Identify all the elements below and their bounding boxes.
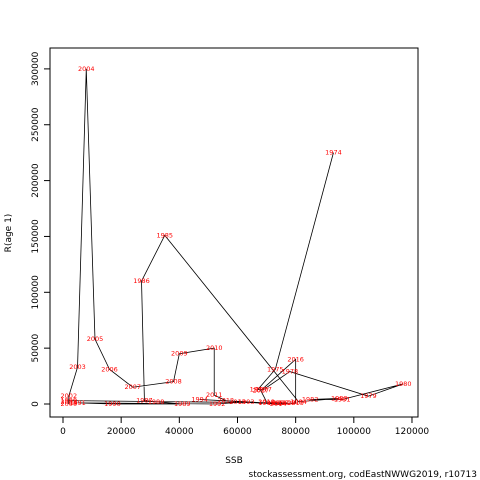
year-label: 2006: [101, 365, 118, 373]
y-tick-label: 150000: [31, 219, 41, 254]
trajectory: [68, 68, 404, 405]
year-label: 1999: [61, 397, 78, 405]
x-tick-label: 20000: [107, 427, 136, 437]
year-label: 1986: [133, 277, 150, 285]
year-label: 1995: [258, 399, 275, 407]
year-label: 1990: [104, 400, 121, 408]
year-label: 2005: [87, 335, 104, 343]
year-label: 2015: [287, 399, 304, 407]
year-label: 1976: [250, 385, 267, 393]
year-label: 2013: [229, 398, 246, 406]
year-label: 1996: [267, 399, 284, 407]
year-label: 1992: [209, 400, 226, 408]
x-tick-label: 120000: [395, 427, 430, 437]
x-tick-label: 60000: [223, 427, 252, 437]
year-label: 2017: [252, 387, 269, 395]
year-label: 2014: [270, 400, 287, 408]
y-tick-label: 0: [31, 401, 41, 407]
x-tick-label: 100000: [337, 427, 372, 437]
year-label: 2016: [287, 355, 304, 363]
year-label: 1981: [334, 396, 351, 404]
year-label: 1974: [325, 149, 342, 157]
y-tick-label: 250000: [31, 107, 41, 142]
year-label: 1978: [282, 368, 299, 376]
year-label: 1975: [267, 365, 284, 373]
year-label: 2002: [61, 392, 78, 400]
year-label: 1994: [191, 396, 208, 404]
year-label: 2004: [78, 65, 95, 73]
year-label: 1985: [157, 231, 174, 239]
year-label: 1977: [255, 385, 272, 393]
year-label: 2001: [61, 398, 78, 406]
year-label: 2007: [125, 383, 142, 391]
year-label: 1982: [302, 396, 319, 404]
year-label: 1993: [238, 398, 255, 406]
year-label: 1983: [331, 394, 348, 402]
y-tick-label: 300000: [31, 51, 41, 86]
x-tick-label: 0: [60, 427, 66, 437]
year-label: 2018: [258, 398, 275, 406]
x-tick-label: 80000: [281, 427, 310, 437]
year-label: 2009: [171, 350, 188, 358]
year-label: 1984: [290, 398, 307, 406]
year-label: 1989: [174, 400, 191, 408]
y-tick-label: 200000: [31, 163, 41, 198]
y-tick-label: 100000: [31, 275, 41, 310]
year-label: 1998: [279, 399, 296, 407]
footnote: stockassessment.org, codEastNWWG2019, r1…: [249, 470, 477, 480]
x-tick-label: 40000: [165, 427, 194, 437]
y-axis-label: R(age 1): [4, 214, 14, 253]
year-label: 1979: [360, 392, 377, 400]
year-label: 1987: [136, 397, 153, 405]
year-label: 2010: [206, 344, 223, 352]
year-label: 2003: [69, 363, 86, 371]
year-label: 1988: [148, 398, 165, 406]
x-axis-label: SSB: [225, 456, 243, 466]
year-label: 2008: [165, 378, 182, 386]
y-tick-label: 50000: [31, 334, 41, 363]
year-label: 2012: [218, 397, 235, 405]
plot-frame: [49, 47, 419, 418]
year-label: 1997: [273, 399, 290, 407]
year-label: 2011: [206, 391, 223, 399]
year-label: 2000: [61, 400, 78, 408]
year-label: 1991: [69, 399, 86, 407]
year-label: 1980: [395, 380, 412, 388]
